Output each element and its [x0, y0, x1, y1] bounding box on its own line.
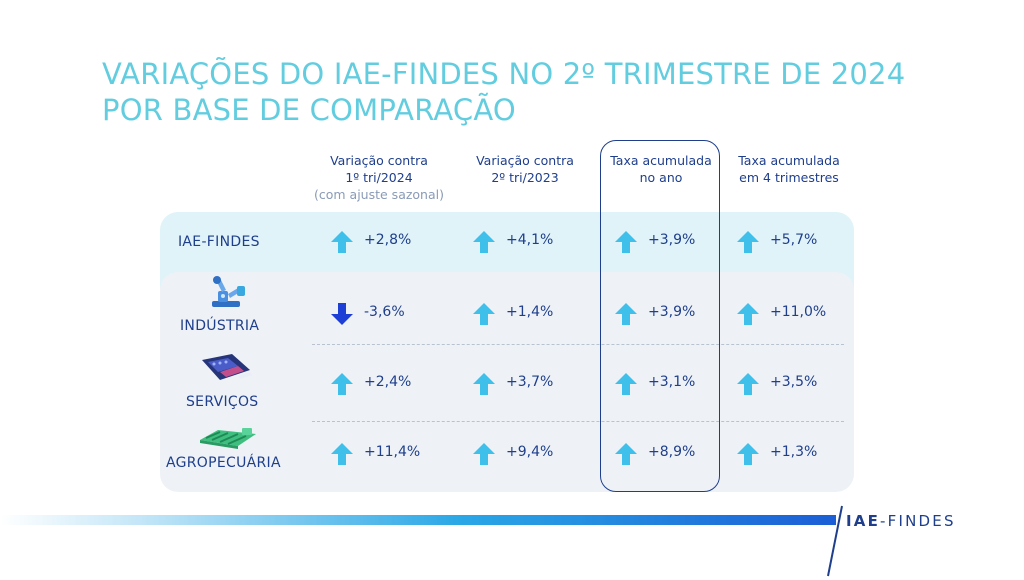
value-cell-agropecuaria-2: +9,4% [472, 440, 582, 468]
arrow-up-icon [473, 373, 495, 395]
value-cell-iae-findes-4: +5,7% [736, 228, 846, 256]
column-header-2-line-2: 2º tri/2023 [491, 170, 559, 185]
row-label-iae-findes: IAE-FINDES [178, 234, 260, 250]
highlight-column-frame [600, 140, 720, 492]
value-text: +11,0% [770, 304, 827, 320]
title-line-2: POR BASE DE COMPARAÇÃO [102, 93, 516, 127]
arrow-up-icon [331, 231, 353, 253]
value-text: -3,6% [364, 304, 405, 320]
row-label-servicos: SERVIÇOS [186, 394, 259, 410]
column-header-1-note: (com ajuste sazonal) [314, 187, 444, 202]
value-cell-servicos-4: +3,5% [736, 370, 846, 398]
value-cell-industria-2: +1,4% [472, 300, 582, 328]
value-cell-servicos-1: +2,4% [330, 370, 440, 398]
column-header-4-line-1: Taxa acumulada [738, 153, 840, 168]
value-text: +3,7% [506, 374, 554, 390]
column-header-3-line-1: Taxa acumulada [610, 153, 712, 168]
value-cell-iae-findes-3: +3,9% [614, 228, 724, 256]
value-text: +1,3% [770, 444, 818, 460]
arrow-up-icon [473, 443, 495, 465]
row-label-agropecuaria: AGROPECUÁRIA [166, 455, 281, 471]
row-separator [312, 344, 844, 345]
column-header-1-line-1: Variação contra [330, 153, 428, 168]
arrow-up-icon [737, 303, 759, 325]
column-header-4-line-2: em 4 trimestres [739, 170, 839, 185]
column-header-3: Taxa acumulada no ano [586, 152, 736, 186]
value-text: +2,8% [364, 232, 412, 248]
arrow-up-icon [615, 443, 637, 465]
arrow-up-icon [737, 231, 759, 253]
column-header-4: Taxa acumulada em 4 trimestres [714, 152, 864, 186]
arrow-up-icon [615, 373, 637, 395]
value-cell-servicos-2: +3,7% [472, 370, 582, 398]
arrow-up-icon [331, 373, 353, 395]
column-header-2: Variação contra 2º tri/2023 [450, 152, 600, 186]
footer-slash-mark [827, 505, 843, 577]
value-text: +9,4% [506, 444, 554, 460]
value-text: +2,4% [364, 374, 412, 390]
arrow-down-icon [331, 303, 353, 325]
footer-gradient-stripe [0, 515, 836, 525]
row-label-industria: INDÚSTRIA [180, 318, 260, 334]
sector-rows-background [160, 272, 854, 492]
column-header-2-line-1: Variação contra [476, 153, 574, 168]
arrow-up-icon [473, 303, 495, 325]
value-text: +1,4% [506, 304, 554, 320]
column-header-1-line-2: 1º tri/2024 [345, 170, 413, 185]
value-text: +8,9% [648, 444, 696, 460]
crops-icon [200, 428, 256, 449]
value-text: +3,5% [770, 374, 818, 390]
page-title: VARIAÇÕES DO IAE-FINDES NO 2º TRIMESTRE … [102, 56, 962, 128]
value-cell-iae-findes-2: +4,1% [472, 228, 582, 256]
value-cell-agropecuaria-1: +11,4% [330, 440, 440, 468]
column-header-1: Variação contra 1º tri/2024 (com ajuste … [304, 152, 454, 203]
arrow-up-icon [473, 231, 495, 253]
value-text: +11,4% [364, 444, 421, 460]
arrow-up-icon [615, 231, 637, 253]
column-header-3-line-2: no ano [639, 170, 683, 185]
robot-arm-icon [212, 276, 245, 307]
arrow-up-icon [615, 303, 637, 325]
arrow-up-icon [331, 443, 353, 465]
value-cell-agropecuaria-4: +1,3% [736, 440, 846, 468]
brand-logo: IAE-FINDES [846, 512, 956, 530]
value-cell-industria-1: -3,6% [330, 300, 440, 328]
card-machine-icon [202, 354, 252, 380]
arrow-up-icon [737, 443, 759, 465]
value-text: +3,1% [648, 374, 696, 390]
value-cell-servicos-3: +3,1% [614, 370, 724, 398]
value-cell-industria-4: +11,0% [736, 300, 846, 328]
value-text: +3,9% [648, 232, 696, 248]
value-cell-iae-findes-1: +2,8% [330, 228, 440, 256]
title-line-1: VARIAÇÕES DO IAE-FINDES NO 2º TRIMESTRE … [102, 57, 906, 91]
value-cell-agropecuaria-3: +8,9% [614, 440, 724, 468]
value-text: +5,7% [770, 232, 818, 248]
arrow-up-icon [737, 373, 759, 395]
value-text: +4,1% [506, 232, 554, 248]
value-text: +3,9% [648, 304, 696, 320]
row-separator [312, 421, 844, 422]
value-cell-industria-3: +3,9% [614, 300, 724, 328]
